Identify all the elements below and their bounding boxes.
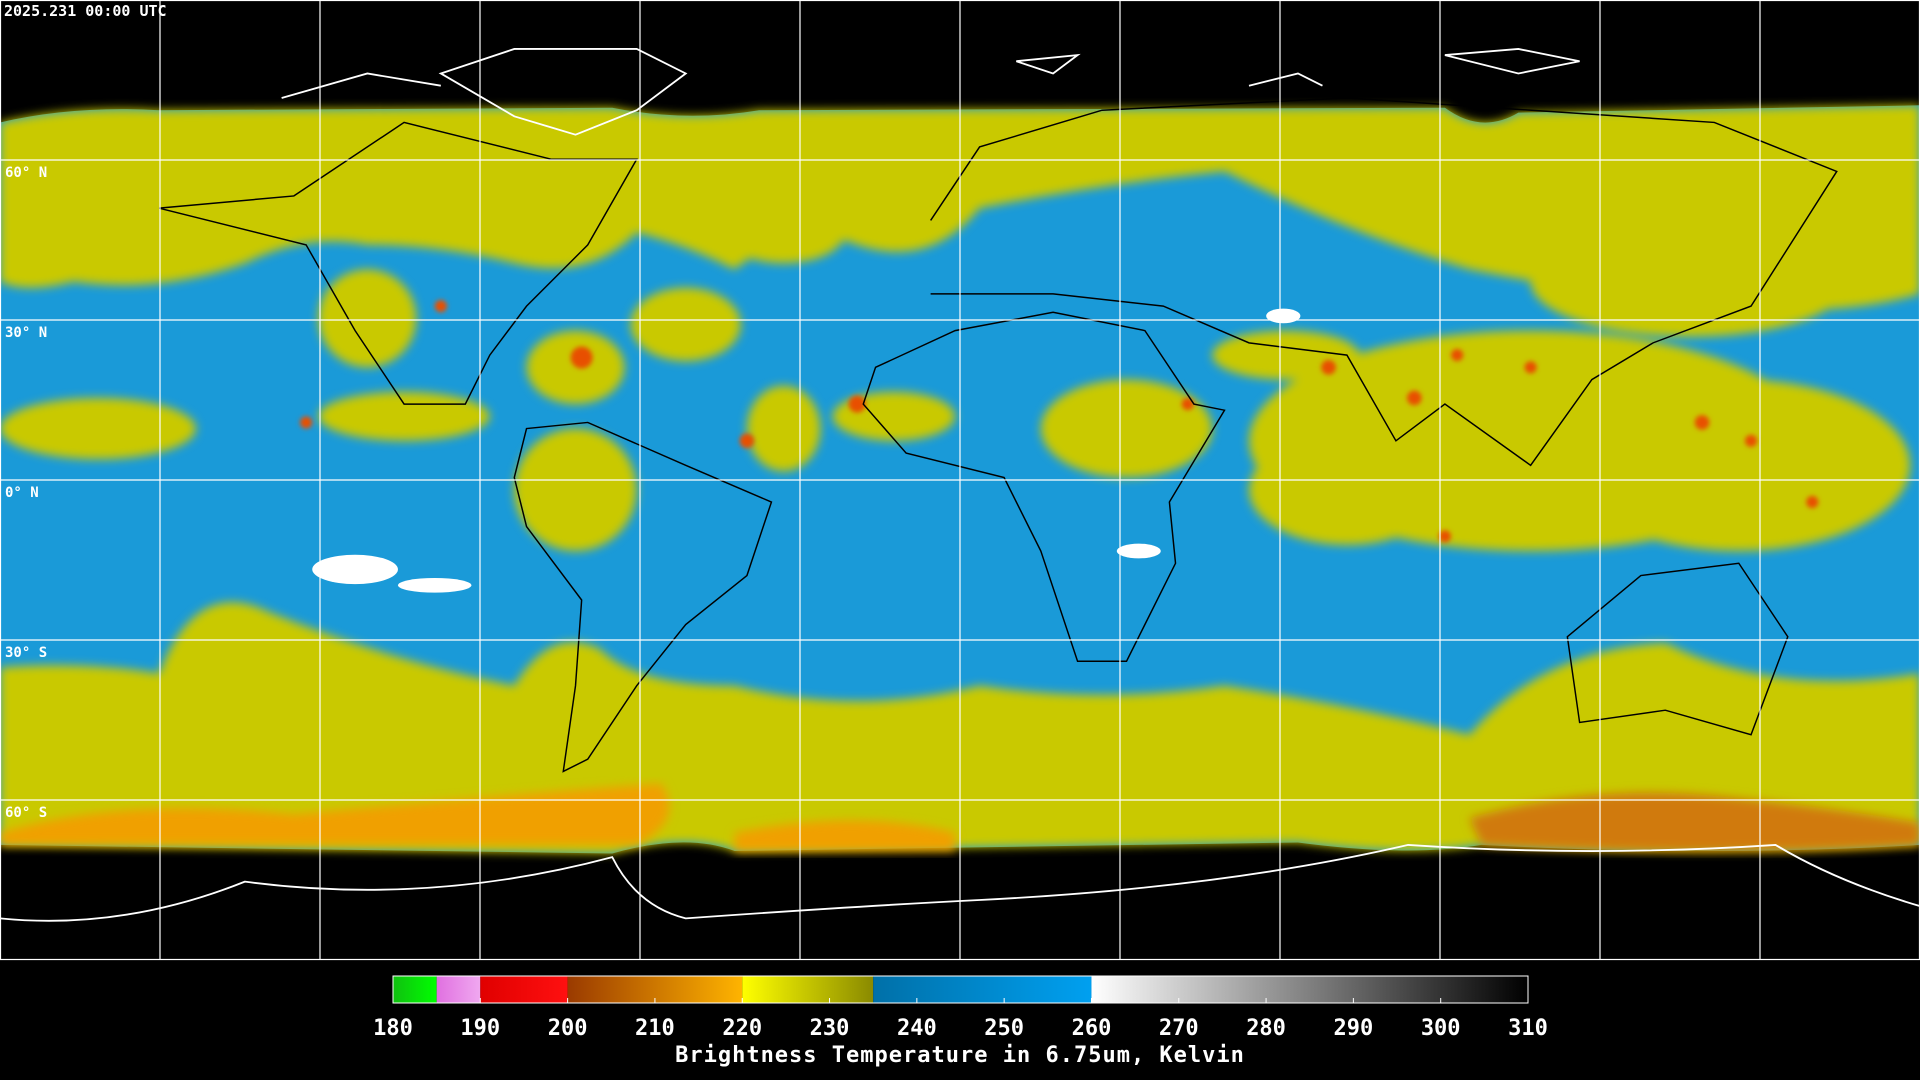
colorbar-tick-label: 200 bbox=[548, 1016, 588, 1041]
latitude-label: 0° N bbox=[5, 485, 39, 501]
colorbar-segment bbox=[1091, 976, 1528, 1003]
colorbar-tick-label: 230 bbox=[810, 1016, 850, 1041]
colorbar-title: Brightness Temperature in 6.75um, Kelvin bbox=[675, 1043, 1245, 1068]
colorbar-segment bbox=[873, 976, 1092, 1003]
colorbar: 180 190 200 210 220 230 240 250 260 270 280 290 300 3… bbox=[373, 975, 1548, 1041]
colorbar-frame bbox=[392, 975, 1529, 1004]
colorbar-tick-label: 210 bbox=[635, 1016, 675, 1041]
graticule bbox=[0, 0, 1920, 961]
colorbar-tick-label: 180 bbox=[373, 1016, 413, 1041]
cold-regions bbox=[0, 783, 1920, 852]
colorbar-segment bbox=[742, 976, 874, 1003]
colorbar-tick-label: 270 bbox=[1159, 1016, 1199, 1041]
colorbar-segment bbox=[480, 976, 568, 1003]
colorbar-tick-label: 310 bbox=[1508, 1016, 1548, 1041]
timestamp: 2025.231 00:00 UTC bbox=[4, 2, 167, 20]
colorbar-segment bbox=[436, 976, 481, 1003]
latitude-label: 60° N bbox=[5, 165, 47, 181]
colorbar-tick-label: 290 bbox=[1334, 1016, 1374, 1041]
colorbar-tick-label: 260 bbox=[1072, 1016, 1112, 1041]
colorbar-tick-label: 250 bbox=[984, 1016, 1024, 1041]
latitude-label: 30° N bbox=[5, 325, 47, 341]
coastlines bbox=[0, 48, 1920, 922]
latitude-label: 60° S bbox=[5, 805, 47, 821]
dry-patches bbox=[312, 308, 1301, 593]
colorbar-tick-label: 240 bbox=[897, 1016, 937, 1041]
latitude-labels: 60° N 30° N 0° N 30° S 60° S bbox=[5, 165, 47, 821]
latitude-label: 30° S bbox=[5, 645, 47, 661]
colorbar-tick-label: 280 bbox=[1246, 1016, 1286, 1041]
colorbar-tick-label: 300 bbox=[1421, 1016, 1461, 1041]
colorbar-tick-label: 190 bbox=[460, 1016, 500, 1041]
convective-cores bbox=[300, 300, 1819, 543]
colorbar-segment bbox=[393, 976, 437, 1003]
colorbar-tick-label: 220 bbox=[722, 1016, 762, 1041]
